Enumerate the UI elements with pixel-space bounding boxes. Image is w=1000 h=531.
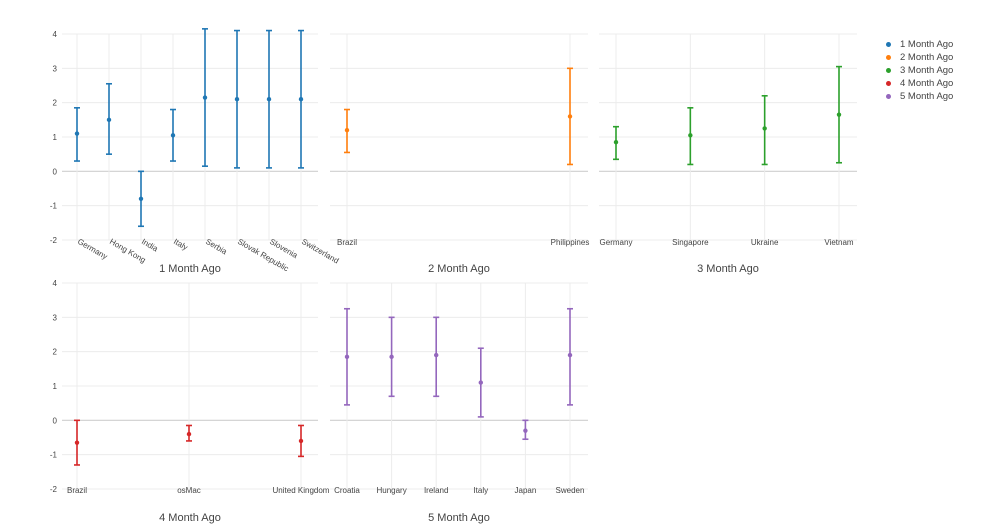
y-tick-label: 4 <box>53 30 58 39</box>
legend-label: 2 Month Ago <box>900 52 954 63</box>
x-tick-label: Japan <box>515 486 537 495</box>
legend-label: 5 Month Ago <box>900 91 954 102</box>
legend-item[interactable]: 5 Month Ago <box>884 90 953 103</box>
data-point <box>762 126 767 131</box>
legend-item[interactable]: 4 Month Ago <box>884 77 953 90</box>
panel-title: 4 Month Ago <box>159 512 221 524</box>
panel-title: 2 Month Ago <box>428 263 490 275</box>
x-tick-label: Philippines <box>551 238 590 247</box>
y-tick-label: 2 <box>53 348 58 357</box>
y-tick-label: -1 <box>50 451 58 460</box>
y-tick-label: 4 <box>53 279 58 288</box>
y-tick-label: -2 <box>50 485 58 494</box>
data-point <box>202 95 208 100</box>
x-tick-label: Vietnam <box>824 238 854 247</box>
legend-marker-icon <box>886 68 891 73</box>
legend-marker-icon <box>886 55 891 60</box>
y-tick-label: 2 <box>53 99 58 108</box>
x-tick-label: Switzerland <box>300 237 340 265</box>
data-point <box>298 438 304 444</box>
data-point <box>344 127 350 133</box>
panel-title: 3 Month Ago <box>697 263 759 275</box>
data-point <box>688 133 693 138</box>
legend-label: 1 Month Ago <box>900 39 954 50</box>
x-tick-label: Hungary <box>376 486 406 495</box>
legend-item[interactable]: 3 Month Ago <box>884 64 953 77</box>
data-point <box>613 139 619 145</box>
y-tick-label: 3 <box>53 64 58 73</box>
y-tick-label: 0 <box>53 167 58 176</box>
panel-title: 5 Month Ago <box>428 512 490 524</box>
x-tick-label: Ireland <box>424 486 448 495</box>
x-tick-label: Ukraine <box>751 238 779 247</box>
data-point <box>523 428 528 433</box>
legend-item[interactable]: 1 Month Ago <box>884 38 953 51</box>
x-tick-label: Sweden <box>556 486 585 495</box>
legend-marker-icon <box>886 42 891 47</box>
legend: 1 Month Ago 2 Month Ago 3 Month Ago 4 Month… <box>884 38 953 103</box>
x-tick-label: Germany <box>76 237 109 261</box>
y-tick-label: -1 <box>50 202 58 211</box>
data-point <box>266 97 272 102</box>
legend-item[interactable]: 2 Month Ago <box>884 51 953 64</box>
data-point <box>74 131 80 136</box>
y-tick-label: -2 <box>50 236 58 245</box>
x-tick-label: Italy <box>473 486 488 495</box>
data-point <box>298 97 304 102</box>
legend-label: 4 Month Ago <box>900 78 954 89</box>
data-point <box>478 380 483 385</box>
data-point <box>344 354 350 360</box>
y-tick-label: 1 <box>53 382 58 391</box>
data-point <box>138 196 144 201</box>
data-point <box>74 440 80 445</box>
legend-marker-icon <box>886 81 891 86</box>
x-tick-label: Italy <box>172 237 189 252</box>
y-tick-label: 1 <box>53 133 58 142</box>
legend-marker-icon <box>886 94 891 99</box>
data-point <box>567 352 573 358</box>
x-tick-label: Croatia <box>334 486 360 495</box>
y-tick-label: 3 <box>53 313 58 322</box>
data-point <box>186 431 192 437</box>
data-point <box>567 114 573 119</box>
x-tick-label: Germany <box>600 238 633 247</box>
panel-title: 1 Month Ago <box>159 263 221 275</box>
x-tick-label: Brazil <box>67 486 87 495</box>
x-tick-label: Brazil <box>337 238 357 247</box>
x-tick-label: United Kingdom <box>273 486 330 495</box>
data-point <box>170 133 176 138</box>
data-point <box>234 97 240 102</box>
x-tick-label: Singapore <box>672 238 709 247</box>
y-tick-label: 0 <box>53 416 58 425</box>
data-point <box>106 117 112 123</box>
data-point <box>434 352 439 358</box>
legend-label: 3 Month Ago <box>900 65 954 76</box>
data-point <box>389 354 394 360</box>
data-point <box>836 112 842 117</box>
x-tick-label: India <box>140 237 160 254</box>
x-tick-label: osMac <box>177 486 201 495</box>
